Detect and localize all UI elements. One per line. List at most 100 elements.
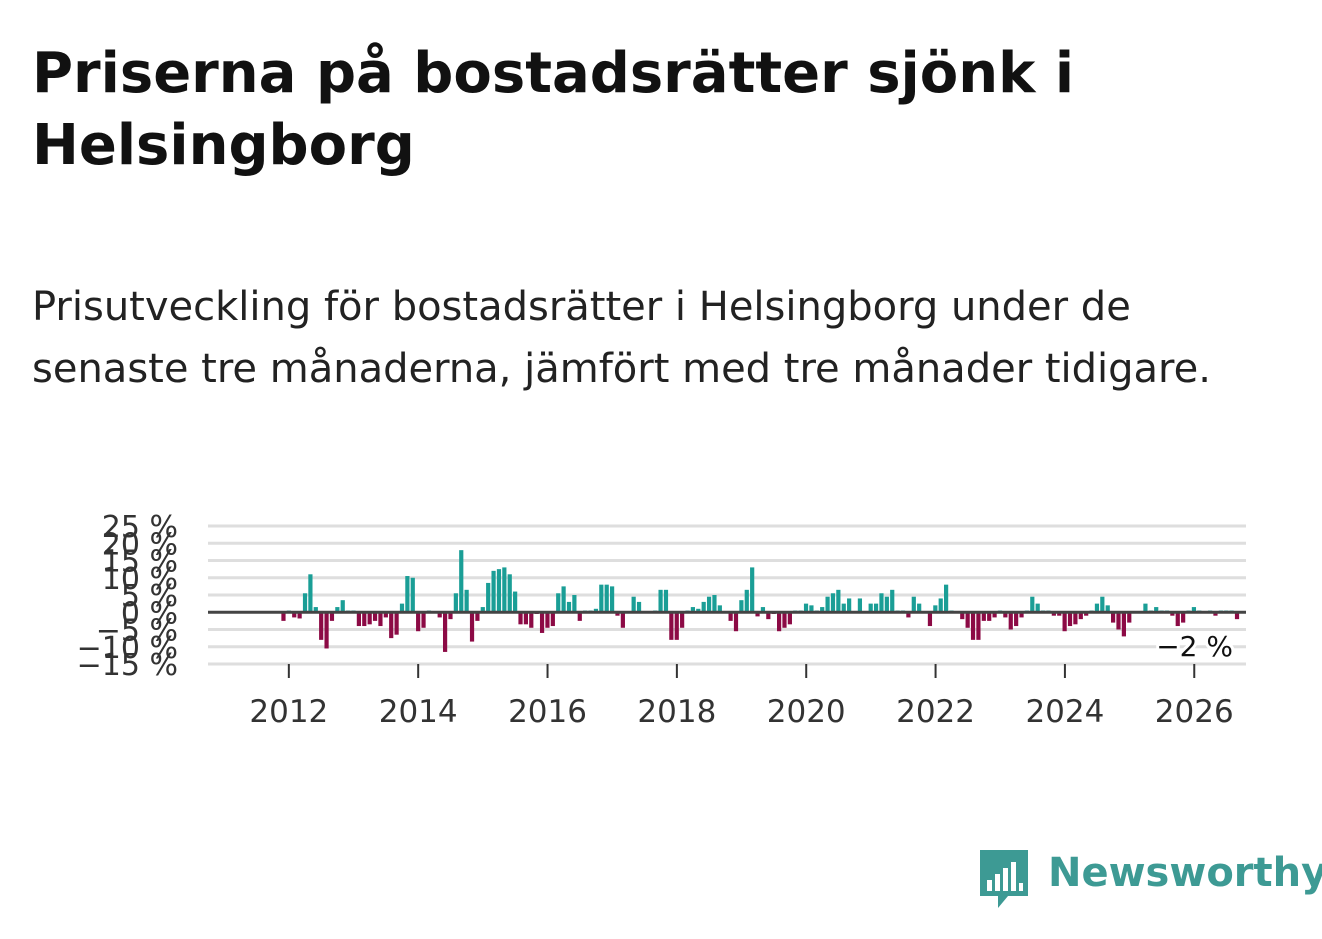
bar [480,607,485,613]
bar [879,593,884,613]
bar [1030,596,1035,613]
bar [437,612,442,618]
bar [545,612,550,628]
bar [604,584,609,613]
bar [917,603,922,613]
bar [820,607,825,613]
bar [416,612,421,632]
bar [690,607,696,613]
bar [1175,612,1180,627]
bar [787,612,792,625]
bar [1003,612,1008,618]
bar [976,612,981,640]
bar [513,591,518,613]
bar [609,586,615,613]
bar [518,612,523,625]
bar [615,612,620,616]
x-tick-label: 2012 [249,694,328,730]
bar [658,589,663,613]
bar [577,612,582,621]
newsworthy-logo: Newsworthy [980,848,1322,912]
bar [669,612,674,640]
bar [938,598,943,613]
bar [572,595,577,613]
bar [313,607,318,613]
bar [502,567,507,613]
bar [992,612,997,618]
bar [884,596,889,613]
bar [744,589,749,613]
y-tick-label: 20 % [102,527,178,562]
newsworthy-logo-icon [980,850,1028,908]
y-tick-label: −15 % [77,648,178,683]
bar [841,603,846,613]
bar [911,596,916,613]
bar [1084,612,1089,616]
x-tick-label: 2020 [767,694,846,730]
bar [507,574,512,613]
bar [340,600,345,613]
bar [755,612,760,617]
bar [1181,612,1186,623]
bar [1213,612,1218,616]
bar [1143,603,1148,613]
bar [717,605,722,613]
x-tick-label: 2018 [637,694,716,730]
bar [556,593,561,613]
y-tick-label: 5 % [121,579,178,614]
page-title: Priserna på bostadsrätter sjönk i Helsin… [32,41,1075,178]
bar [981,612,986,621]
y-tick-label: −5 % [96,614,178,649]
bar [965,612,970,628]
bar [442,612,448,652]
bar [281,612,286,621]
bar [469,612,475,642]
bar [830,593,836,613]
bar [712,595,717,613]
bar [297,612,302,619]
bar [674,612,679,640]
bar [1019,612,1024,618]
x-tick-label: 2014 [379,694,458,730]
bar [809,605,814,613]
bar [329,612,335,621]
bar [378,612,383,627]
bar [1170,612,1175,616]
bar [389,612,394,639]
bar [620,612,625,628]
bar [399,603,405,613]
bar [706,596,712,613]
bar [1078,612,1083,620]
x-tick-label: 2016 [508,694,587,730]
bar [1062,612,1067,632]
bar [680,612,685,628]
bar [696,608,701,613]
x-tick-label: 2026 [1155,694,1234,730]
bar [362,612,367,627]
bar [566,601,572,613]
bar [825,596,830,613]
bar [766,612,771,620]
bar [760,607,766,613]
bar [776,612,782,632]
bar [539,612,545,633]
y-tick-label: −10 % [77,631,178,666]
bar [372,612,378,621]
bar [739,600,744,613]
bar [308,574,313,613]
bar [324,612,329,649]
y-tick-label: 25 % [102,510,178,545]
bar [803,603,809,613]
bar [475,612,480,621]
bar [453,593,458,613]
bar [873,603,879,613]
bar [944,584,949,613]
bar [486,582,491,613]
bar [1154,607,1159,613]
bar [335,607,340,613]
bar [750,567,755,613]
y-tick-label: 15 % [102,545,178,580]
bar [1067,612,1073,627]
bar [857,598,863,613]
bar [782,612,787,628]
